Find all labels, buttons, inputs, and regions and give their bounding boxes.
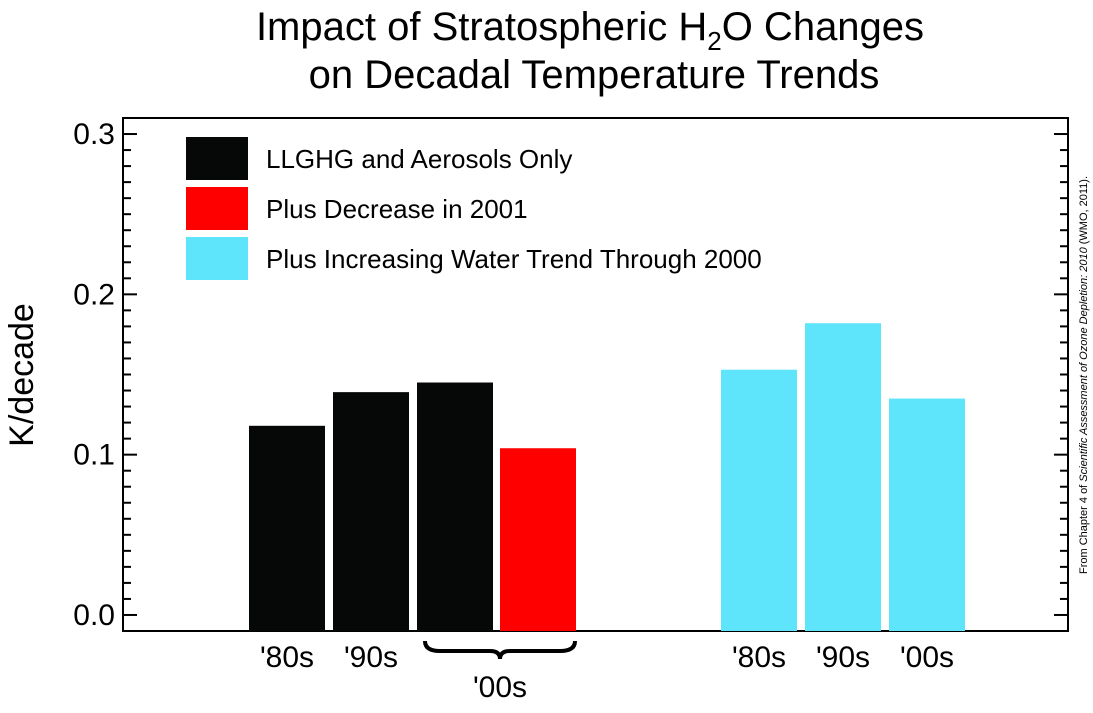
legend-swatch: [186, 187, 248, 230]
x-tick-label: '90s: [344, 641, 398, 674]
x-tick-label: '00s: [473, 671, 527, 704]
x-tick-labels: '80s '90s '00s '80s '90s '00s: [260, 641, 954, 704]
bar: [417, 382, 493, 631]
legend-label: Plus Decrease in 2001: [266, 194, 528, 224]
x-tick-label: '00s: [900, 641, 954, 674]
y-tick-label: 0.2: [73, 278, 115, 311]
y-tick-label: 0.3: [73, 118, 115, 151]
chart-title-line1: Impact of Stratospheric H2O Changes: [256, 5, 924, 56]
source-credit: From Chapter 4 of Scientific Assessment …: [1078, 176, 1090, 574]
chart-title-line2: on Decadal Temperature Trends: [309, 53, 880, 97]
bar: [500, 448, 576, 631]
bar: [889, 398, 965, 631]
y-tick-label: 0.1: [73, 439, 115, 472]
y-tick-label: 0.0: [73, 599, 115, 632]
x-tick-label: '80s: [732, 641, 786, 674]
x-brace: [423, 640, 577, 660]
legend-swatch: [186, 237, 248, 280]
bar: [249, 425, 325, 631]
legend-label: Plus Increasing Water Trend Through 2000: [266, 244, 762, 274]
y-axis-label: K/decade: [3, 303, 41, 447]
legend-label: LLGHG and Aerosols Only: [266, 144, 572, 174]
legend: LLGHG and Aerosols Only Plus Decrease in …: [186, 137, 762, 280]
x-tick-label: '90s: [816, 641, 870, 674]
bar: [721, 369, 797, 631]
bar: [805, 323, 881, 631]
bar: [333, 392, 409, 631]
y-tick-labels: 0.0 0.1 0.2 0.3: [73, 118, 115, 632]
x-tick-label: '80s: [260, 641, 314, 674]
axis-ticks: [123, 133, 1068, 616]
bars: [249, 323, 965, 631]
legend-swatch: [186, 137, 248, 180]
